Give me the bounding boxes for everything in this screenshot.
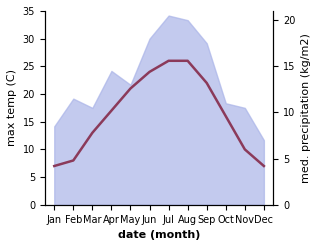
Y-axis label: max temp (C): max temp (C) xyxy=(7,69,17,146)
X-axis label: date (month): date (month) xyxy=(118,230,200,240)
Y-axis label: med. precipitation (kg/m2): med. precipitation (kg/m2) xyxy=(301,33,311,183)
